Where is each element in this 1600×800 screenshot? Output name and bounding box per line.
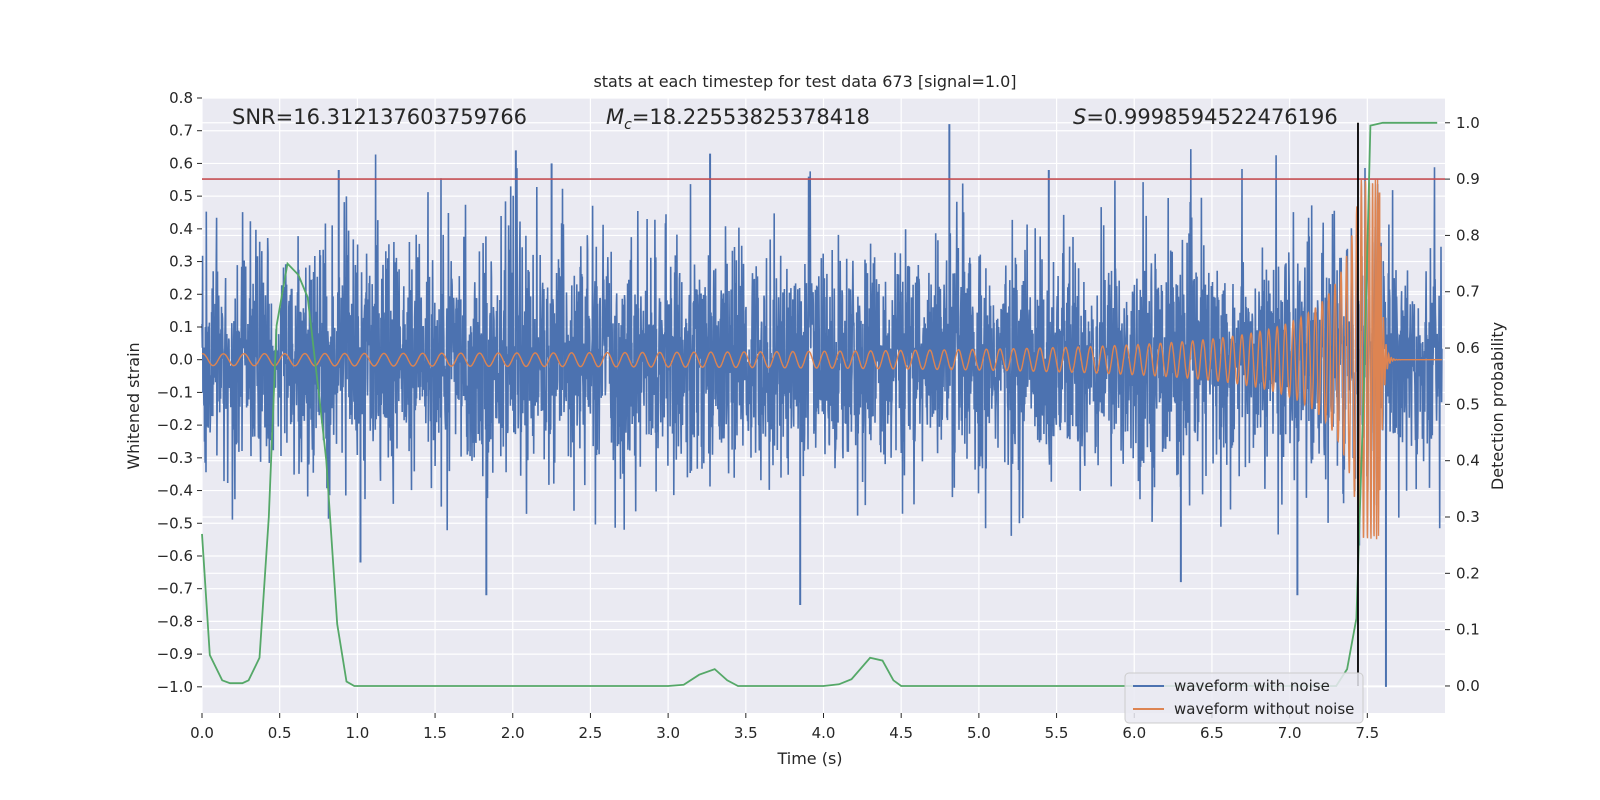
y2-tick-label: 0.7: [1456, 283, 1480, 301]
y-tick-label: 0.1: [169, 318, 193, 336]
x-tick-label: 4.0: [812, 724, 836, 742]
y-tick-label: 0.5: [169, 187, 193, 205]
y-tick-label: −0.2: [157, 416, 193, 434]
y2-tick-label: 0.4: [1456, 452, 1480, 470]
chirp-mass-symbol: M: [606, 105, 624, 129]
x-tick-label: 0.0: [190, 724, 214, 742]
y2-tick-label: 0.6: [1456, 339, 1480, 357]
x-tick-label: 7.0: [1278, 724, 1302, 742]
y-tick-label: −0.8: [157, 612, 193, 630]
y2-tick-label: 0.1: [1456, 621, 1480, 639]
series-line-noisy: [201, 149, 1443, 546]
chart-title: stats at each timestep for test data 673…: [593, 72, 1016, 91]
y-tick-label: −0.7: [157, 580, 193, 598]
legend-box: [1124, 672, 1364, 724]
y-axis-label: Whitened strain: [124, 342, 143, 469]
x-tick-label: 6.5: [1200, 724, 1224, 742]
y-tick-label: −0.3: [157, 449, 193, 467]
significance-annotation: S=0.9998594522476196: [1073, 105, 1338, 129]
y-tick-label: −0.6: [157, 547, 193, 565]
y2-tick-label: 1.0: [1456, 114, 1480, 132]
x-tick-label: 2.5: [579, 724, 603, 742]
y-tick-label: 0.0: [169, 351, 193, 369]
x-tick-label: 3.5: [734, 724, 758, 742]
y-tick-label: −0.5: [157, 514, 193, 532]
series-line-clean: [201, 179, 1442, 540]
y2-axis-label: Detection probability: [1488, 322, 1507, 490]
x-tick-label: 1.0: [345, 724, 369, 742]
y2-tick-label: 0.2: [1456, 564, 1480, 582]
chirp-mass-value: =18.22553825378418: [632, 105, 870, 129]
significance-value: =0.9998594522476196: [1086, 105, 1337, 129]
y-axis-left: 0.8 0.7 0.6 0.5 0.4 0.3 0.2 0.1 0.0 −0.1 −0.2 −0.3 −…: [157, 89, 202, 696]
x-tick-label: 2.0: [501, 724, 525, 742]
chirp-mass-subscript: c: [624, 117, 632, 133]
y-tick-label: −1.0: [157, 678, 193, 696]
x-tick-label: 1.5: [423, 724, 447, 742]
y2-tick-label: 0.3: [1456, 508, 1480, 526]
x-tick-label: 3.0: [656, 724, 680, 742]
y-tick-label: 0.2: [169, 285, 193, 303]
x-tick-label: 5.0: [967, 724, 991, 742]
legend-label-clean: waveform without noise: [1174, 700, 1354, 718]
legend: waveform with noise waveform without noi…: [1124, 672, 1364, 724]
x-axis-label: Time (s): [776, 749, 842, 768]
y2-tick-label: 0.5: [1456, 395, 1480, 413]
legend-label-noisy: waveform with noise: [1174, 677, 1330, 695]
significance-symbol: S: [1073, 105, 1086, 129]
y2-tick-label: 0.0: [1456, 677, 1480, 695]
y-tick-label: −0.9: [157, 645, 193, 663]
x-tick-label: 6.0: [1122, 724, 1146, 742]
y2-tick-label: 0.9: [1456, 170, 1480, 188]
snr-annotation: SNR=16.312137603759766: [232, 105, 527, 129]
y-tick-label: 0.3: [169, 253, 193, 271]
x-tick-label: 5.5: [1045, 724, 1069, 742]
x-tick-label: 7.5: [1355, 724, 1379, 742]
y-tick-label: 0.4: [169, 220, 193, 238]
y-tick-label: 0.8: [169, 89, 193, 107]
y-tick-label: −0.4: [157, 482, 193, 500]
x-tick-label: 0.5: [268, 724, 292, 742]
y-axis-right: 1.0 0.9 0.8 0.7 0.6 0.5 0.4 0.3 0.2 0.1 0.0: [1445, 114, 1480, 695]
y-tick-label: 0.7: [169, 122, 193, 140]
y2-tick-label: 0.8: [1456, 226, 1480, 244]
x-tick-label: 4.5: [889, 724, 913, 742]
chirp-mass-annotation: Mc=18.22553825378418: [606, 105, 870, 133]
y-tick-label: 0.6: [169, 154, 193, 172]
x-axis: 0.0 0.5 1.0 1.5 2.0 2.5 3.0 3.5 4.0 4.5 5.0 5.5 6.0 6…: [190, 713, 1379, 742]
y-tick-label: −0.1: [157, 383, 193, 401]
